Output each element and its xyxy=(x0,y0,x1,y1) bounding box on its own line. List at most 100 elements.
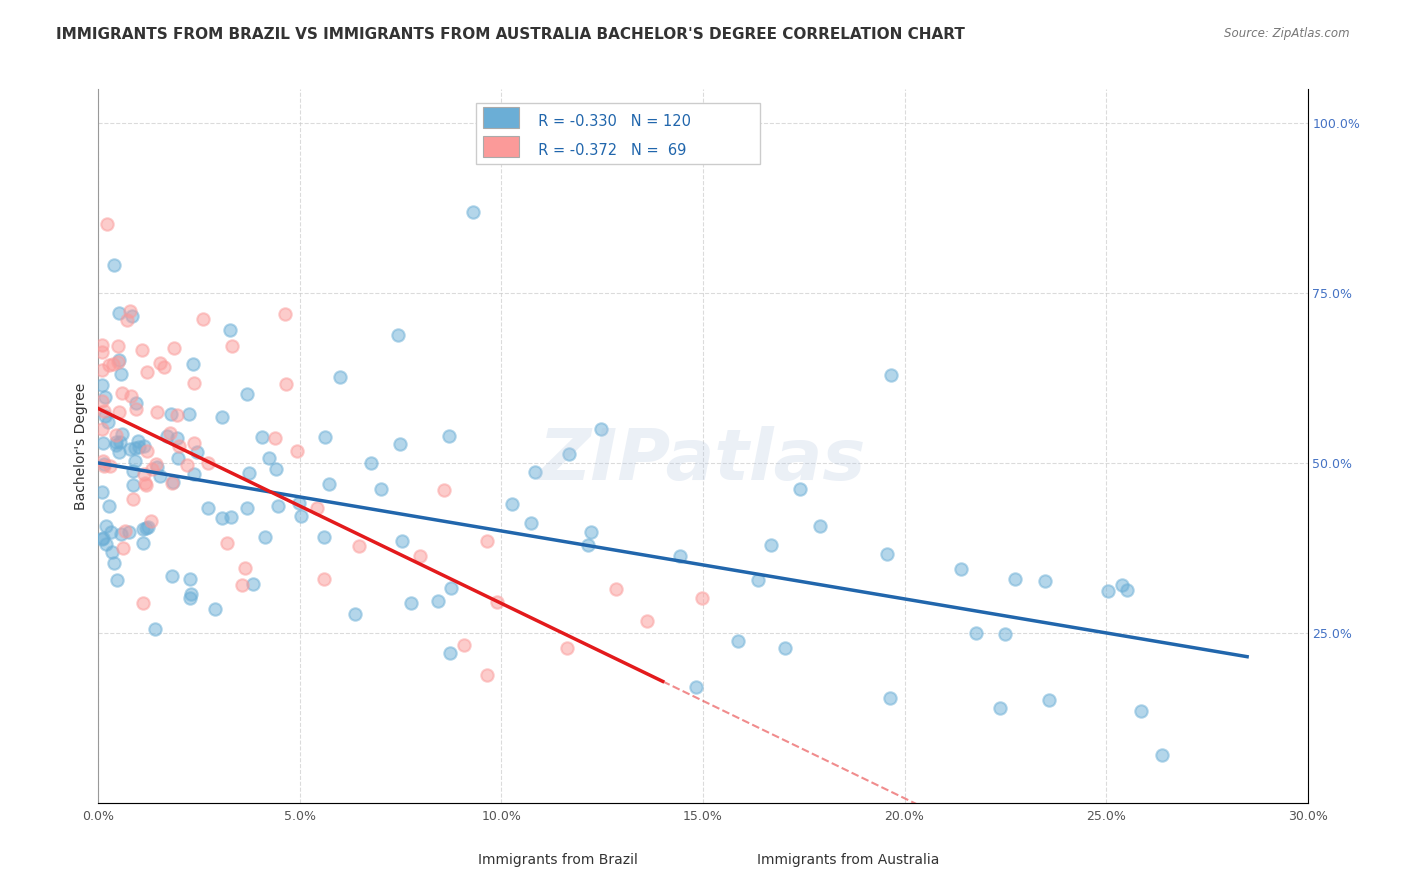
Point xyxy=(461,205,484,219)
Point xyxy=(191,312,214,326)
Point xyxy=(108,405,131,419)
Point xyxy=(110,367,132,381)
Point xyxy=(263,431,285,445)
Point xyxy=(120,442,142,457)
Point xyxy=(439,647,461,661)
Point xyxy=(690,591,713,605)
Point xyxy=(114,524,136,538)
Point xyxy=(91,345,114,359)
Point xyxy=(238,467,260,481)
Point xyxy=(204,602,226,616)
Y-axis label: Bachelor's Degree: Bachelor's Degree xyxy=(75,383,89,509)
Point xyxy=(427,594,450,608)
Point xyxy=(132,536,155,550)
Point xyxy=(104,434,127,449)
Point xyxy=(219,510,242,524)
Point xyxy=(115,312,138,326)
Point xyxy=(169,439,191,453)
Point xyxy=(103,556,125,570)
Point xyxy=(128,440,150,454)
Point xyxy=(107,355,129,369)
Point xyxy=(231,578,253,592)
Point xyxy=(149,356,172,370)
Point xyxy=(97,415,120,429)
Point xyxy=(122,491,145,506)
Point xyxy=(219,323,242,337)
Point xyxy=(100,524,122,539)
Point xyxy=(134,476,156,491)
Point xyxy=(440,581,463,595)
Point xyxy=(370,483,392,497)
Point xyxy=(789,482,811,496)
Point xyxy=(127,434,149,449)
Point xyxy=(347,539,370,553)
Text: ZIPatlas: ZIPatlas xyxy=(540,425,866,495)
Point xyxy=(146,405,169,419)
Point xyxy=(399,596,422,610)
Point xyxy=(727,633,749,648)
Point xyxy=(124,454,146,468)
Point xyxy=(110,435,132,450)
Point xyxy=(160,407,183,421)
Point xyxy=(141,462,163,476)
Point xyxy=(122,477,145,491)
Point xyxy=(183,467,205,482)
Point xyxy=(1004,572,1026,586)
Point xyxy=(1116,582,1139,597)
FancyBboxPatch shape xyxy=(475,103,759,164)
Point xyxy=(134,439,156,453)
Point xyxy=(264,462,287,476)
Point xyxy=(145,622,167,636)
Point xyxy=(879,691,901,706)
Point xyxy=(146,460,169,475)
Point xyxy=(180,587,202,601)
Point xyxy=(318,477,340,491)
Point xyxy=(93,453,115,467)
Point xyxy=(136,520,159,534)
Point xyxy=(91,436,114,450)
Point xyxy=(93,459,115,474)
Point xyxy=(636,614,658,628)
Text: Immigrants from Australia: Immigrants from Australia xyxy=(756,853,939,867)
Point xyxy=(186,444,208,458)
Point xyxy=(557,447,579,461)
Point xyxy=(91,393,114,408)
Point xyxy=(132,596,155,610)
Point xyxy=(104,428,127,442)
Point xyxy=(1038,693,1060,707)
Point xyxy=(98,459,121,474)
Point xyxy=(179,591,201,605)
Point xyxy=(160,475,183,490)
Bar xyxy=(482,136,519,157)
Point xyxy=(250,430,273,444)
Point xyxy=(135,477,157,491)
Text: Source: ZipAtlas.com: Source: ZipAtlas.com xyxy=(1225,27,1350,40)
Point xyxy=(135,521,157,535)
Point xyxy=(475,534,498,549)
Point xyxy=(360,456,382,470)
Point xyxy=(91,378,114,392)
Point xyxy=(91,532,114,546)
Point xyxy=(475,668,498,682)
Point xyxy=(177,407,200,421)
Point xyxy=(312,572,335,586)
Point xyxy=(453,638,475,652)
Point xyxy=(105,574,128,588)
Point xyxy=(107,305,129,319)
Point xyxy=(108,352,131,367)
Point xyxy=(183,436,205,450)
Text: R = -0.330   N = 120: R = -0.330 N = 120 xyxy=(529,114,690,129)
Point xyxy=(314,430,336,444)
Point xyxy=(103,258,125,272)
Point xyxy=(236,386,259,401)
Point xyxy=(183,376,205,391)
Point xyxy=(91,484,114,499)
Point xyxy=(669,549,692,564)
Point xyxy=(139,514,162,528)
Point xyxy=(197,456,219,470)
Point xyxy=(274,376,297,391)
Point xyxy=(124,441,146,455)
Point xyxy=(176,458,198,472)
Point xyxy=(166,408,188,422)
Point xyxy=(524,466,547,480)
